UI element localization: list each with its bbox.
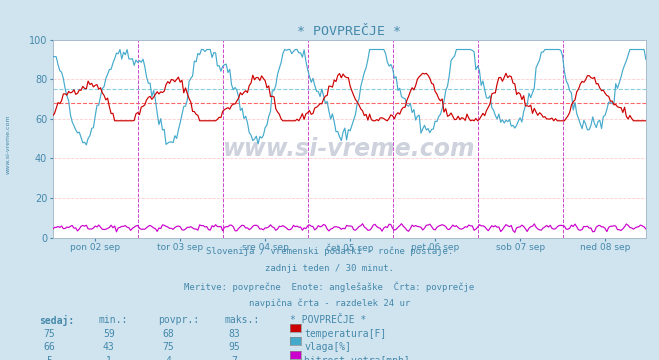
Text: min.:: min.:: [99, 315, 129, 325]
Title: * POVPREČJE *: * POVPREČJE *: [297, 26, 401, 39]
Text: * POVPREČJE *: * POVPREČJE *: [290, 315, 366, 325]
Text: 75: 75: [43, 329, 55, 339]
Text: www.si-vreme.com: www.si-vreme.com: [223, 136, 476, 161]
Text: 83: 83: [228, 329, 240, 339]
Text: 43: 43: [103, 342, 115, 352]
Text: 68: 68: [162, 329, 174, 339]
Text: navpična črta - razdelek 24 ur: navpična črta - razdelek 24 ur: [249, 298, 410, 308]
Text: zadnji teden / 30 minut.: zadnji teden / 30 minut.: [265, 264, 394, 273]
Text: 66: 66: [43, 342, 55, 352]
Text: www.si-vreme.com: www.si-vreme.com: [5, 114, 11, 174]
Text: Meritve: povprečne  Enote: anglešaške  Črta: povprečje: Meritve: povprečne Enote: anglešaške Črt…: [185, 281, 474, 292]
Text: 4: 4: [165, 356, 171, 360]
Text: hitrost vetra[mph]: hitrost vetra[mph]: [304, 356, 410, 360]
Text: sedaj:: sedaj:: [40, 315, 74, 326]
Text: temperatura[F]: temperatura[F]: [304, 329, 387, 339]
Text: povpr.:: povpr.:: [158, 315, 199, 325]
Text: maks.:: maks.:: [224, 315, 259, 325]
Text: 7: 7: [231, 356, 237, 360]
Text: 1: 1: [106, 356, 111, 360]
Text: 75: 75: [162, 342, 174, 352]
Text: 59: 59: [103, 329, 115, 339]
Text: 5: 5: [47, 356, 52, 360]
Text: 95: 95: [228, 342, 240, 352]
Text: Slovenija / vremenski podatki - ročne postaje.: Slovenija / vremenski podatki - ročne po…: [206, 247, 453, 256]
Text: vlaga[%]: vlaga[%]: [304, 342, 351, 352]
